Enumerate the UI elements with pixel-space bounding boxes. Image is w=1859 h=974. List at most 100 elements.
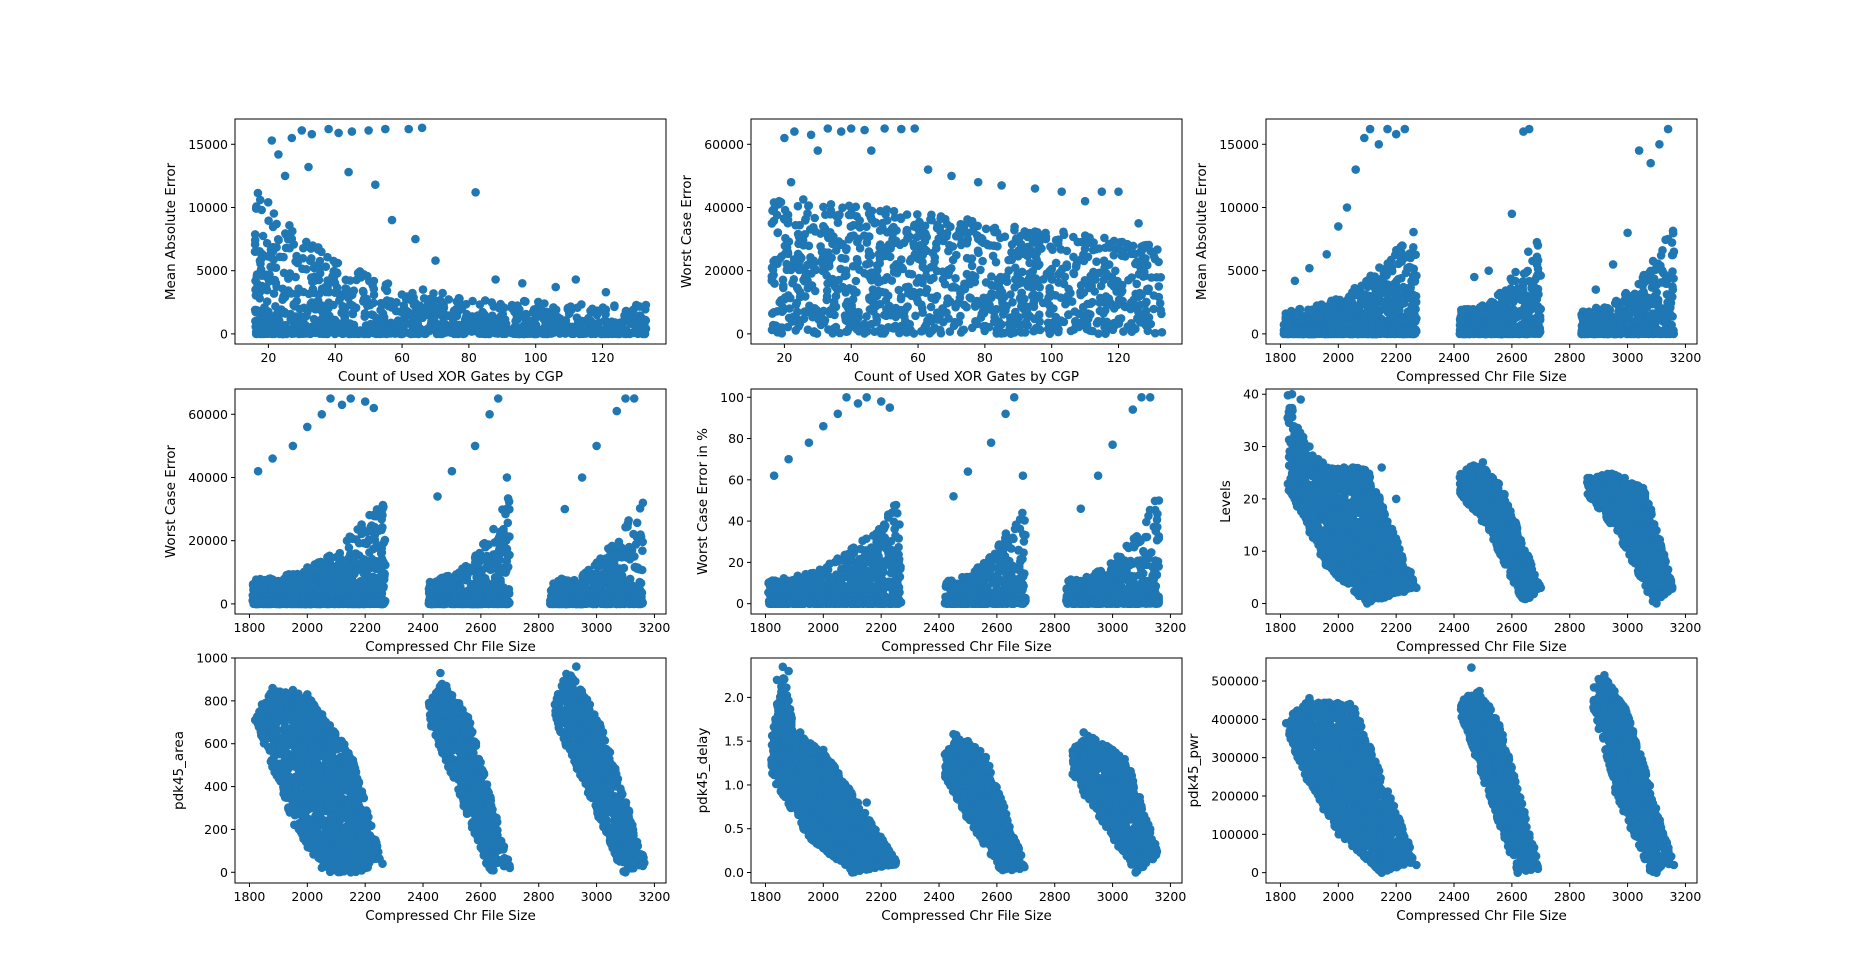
- scatter-point: [1398, 241, 1407, 251]
- scatter-point: [1002, 272, 1011, 281]
- scatter-point: [949, 282, 958, 291]
- scatter-point: [1017, 302, 1026, 311]
- scatter-point: [981, 278, 991, 287]
- scatter-point: [263, 251, 272, 261]
- scatter-point: [944, 267, 954, 276]
- scatter-point: [1062, 260, 1071, 269]
- x-tick-label: 120: [1107, 350, 1131, 365]
- scatter-point: [864, 247, 874, 256]
- scatter-point: [986, 241, 995, 250]
- scatter-point: [1509, 328, 1519, 337]
- scatter-point: [911, 311, 920, 321]
- scatter-point: [256, 254, 266, 264]
- scatter-point: [266, 262, 275, 272]
- scatter-point: [803, 209, 812, 218]
- scatter-point: [1030, 184, 1040, 193]
- scatter-point: [918, 308, 927, 318]
- scatter-point: [888, 229, 897, 239]
- scatter-point: [561, 322, 571, 331]
- scatter-point: [1524, 124, 1534, 134]
- scatter-point: [260, 307, 270, 317]
- scatter-point: [492, 320, 502, 329]
- axes-frame: [750, 118, 1183, 345]
- scatter-point: [1049, 304, 1058, 313]
- scatter-point: [633, 327, 642, 336]
- scatter-point: [827, 253, 836, 263]
- scatter-point: [904, 269, 914, 279]
- scatter-point: [1525, 298, 1535, 307]
- scatter-point: [1023, 282, 1033, 291]
- scatter-point: [1013, 251, 1023, 261]
- scatter-point: [997, 293, 1006, 302]
- scatter-point: [1397, 248, 1406, 257]
- scatter-point: [929, 273, 938, 283]
- scatter-point: [962, 302, 971, 312]
- scatter-points: [248, 394, 648, 609]
- scatter-point: [844, 235, 854, 244]
- scatter-point: [313, 304, 323, 314]
- scatter-point: [918, 326, 927, 336]
- scatter-point: [1071, 262, 1081, 272]
- scatter-point: [253, 188, 263, 198]
- scatter-point: [803, 325, 813, 335]
- scatter-point: [786, 177, 796, 187]
- axes-frame: [1265, 118, 1698, 345]
- scatter-point: [288, 226, 297, 236]
- scatter-point: [1638, 327, 1648, 337]
- scatter-point: [564, 309, 574, 319]
- scatter-point: [1498, 327, 1508, 337]
- scatter-point: [1334, 222, 1343, 231]
- scatter-point: [423, 324, 433, 333]
- scatter-point: [1533, 241, 1543, 250]
- scatter-point: [951, 301, 961, 310]
- scatter-point: [1010, 222, 1019, 232]
- scatter-point: [955, 293, 965, 303]
- scatter-point: [921, 271, 931, 281]
- scatter-point: [841, 288, 850, 297]
- scatter-point: [1608, 260, 1618, 269]
- x-tick-label: 60: [910, 350, 926, 365]
- scatter-point: [928, 248, 938, 258]
- scatter-point: [335, 296, 344, 305]
- scatter-point: [1520, 269, 1530, 278]
- scatter-point: [1475, 302, 1485, 312]
- scatter-point: [1104, 294, 1114, 303]
- scatter-point: [500, 315, 510, 324]
- scatter-point: [1589, 327, 1598, 337]
- scatter-point: [324, 304, 333, 313]
- scatter-point: [507, 300, 517, 310]
- scatter-point: [1114, 187, 1123, 196]
- scatter-point: [867, 268, 876, 277]
- scatter-point: [1368, 291, 1378, 301]
- y-axis-label: Mean Absolute Error: [163, 162, 179, 300]
- scatter-point: [1370, 272, 1380, 281]
- scatter-point: [1456, 318, 1466, 327]
- scatter-point: [865, 259, 874, 268]
- scatter-point: [1634, 146, 1644, 155]
- scatter-point: [895, 328, 904, 338]
- scatter-point: [1511, 267, 1520, 277]
- scatter-point: [810, 304, 819, 313]
- scatter-point: [418, 285, 428, 294]
- scatter-point: [916, 241, 926, 251]
- scatter-point: [527, 325, 537, 335]
- scatter-point: [945, 327, 955, 336]
- scatter-point: [269, 289, 279, 298]
- scatter-point: [880, 124, 889, 133]
- x-tick-label: 2800: [1554, 350, 1586, 365]
- scatter-point: [1069, 252, 1078, 262]
- scatter-point: [258, 231, 268, 241]
- scatter-point: [641, 324, 651, 334]
- scatter-point: [1647, 274, 1656, 283]
- scatter-point: [1351, 165, 1360, 174]
- scatter-point: [1457, 308, 1466, 317]
- scatter-point: [989, 317, 999, 327]
- scatter-point: [1599, 304, 1608, 314]
- scatter-point: [353, 268, 363, 278]
- scatter-point: [1115, 245, 1125, 254]
- scatter-point: [1064, 310, 1073, 320]
- scatter-point: [475, 300, 485, 309]
- scatter-point: [1489, 301, 1499, 311]
- scatter-point: [812, 329, 822, 338]
- scatter-point: [963, 228, 973, 238]
